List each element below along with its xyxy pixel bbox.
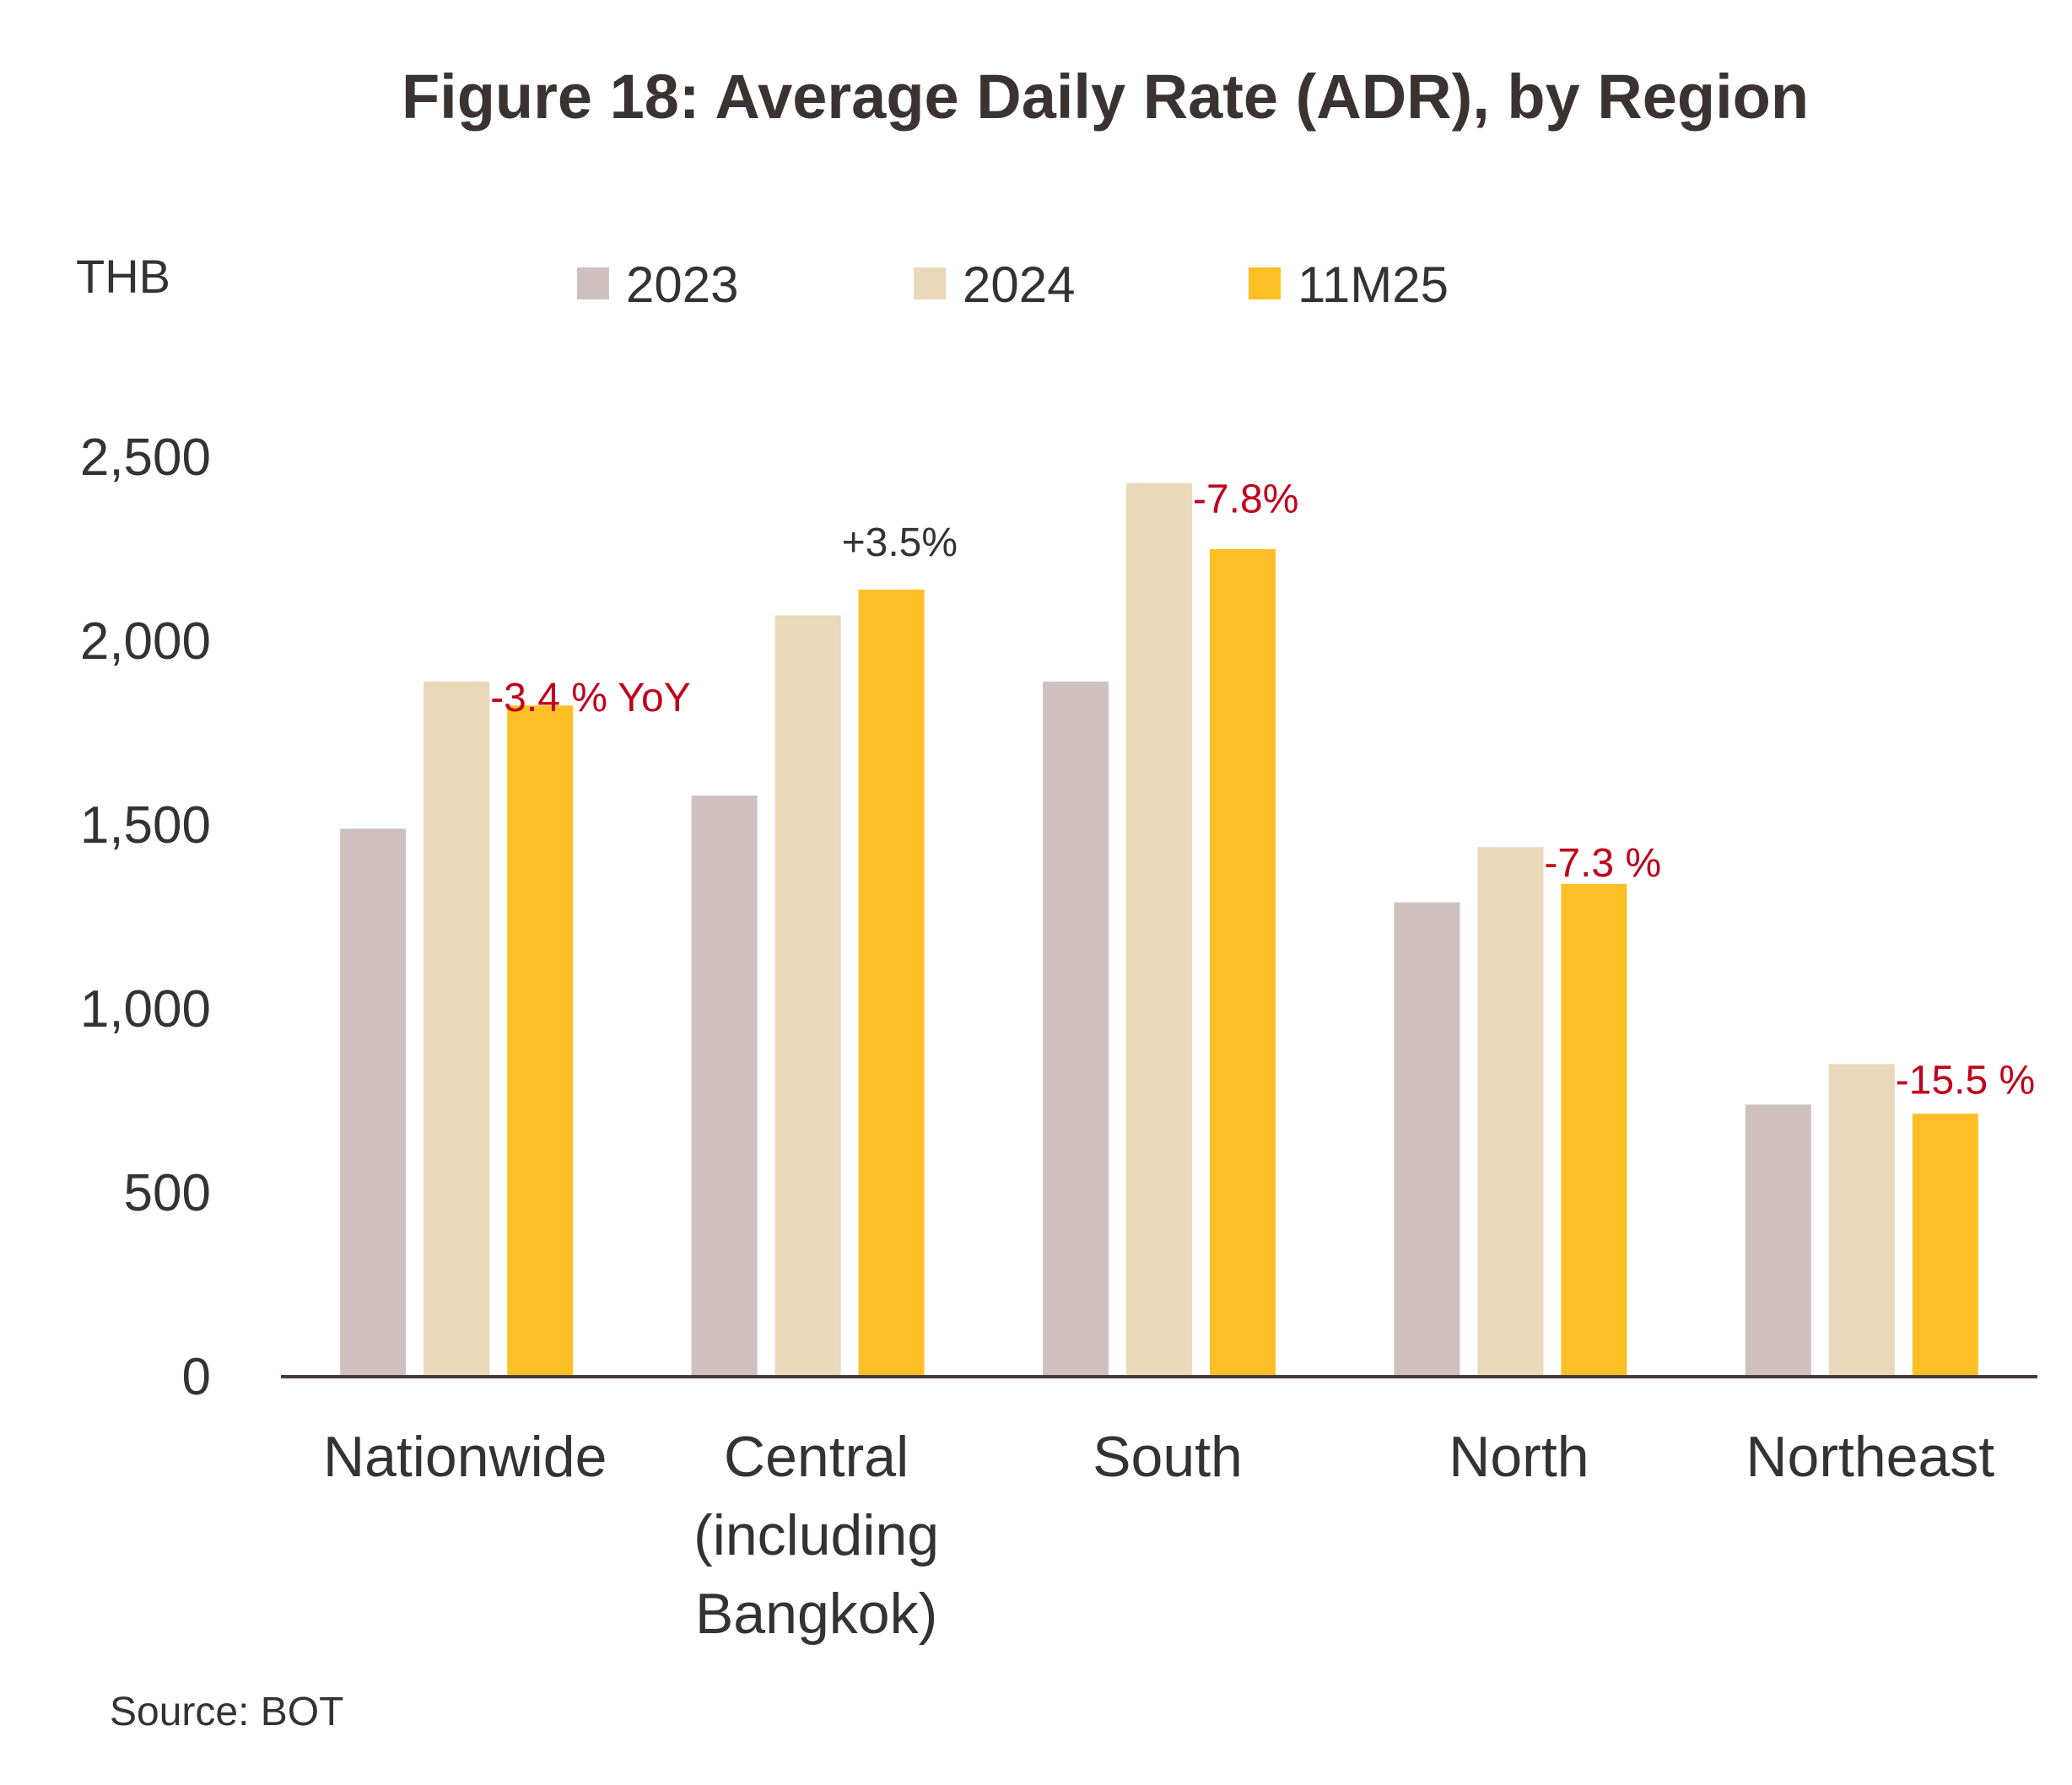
yoy-annotations: -3.4 % YoY +3.5% -7.8% -7.3 % -15.5 % — [490, 477, 2035, 1103]
bar-11m25-0 — [507, 705, 574, 1377]
bar-11m25-4 — [1912, 1114, 1978, 1377]
legend-swatch-2023 — [577, 267, 609, 299]
bars — [340, 483, 1978, 1377]
y-axis-unit-label: THB — [76, 250, 170, 303]
y-tick-label: 1,000 — [80, 980, 211, 1038]
y-tick-label: 2,000 — [80, 612, 211, 671]
annotation-4: -15.5 % — [1896, 1058, 2035, 1103]
y-tick-label: 1,500 — [80, 796, 211, 855]
category-label-1: Bangkok) — [695, 1582, 937, 1646]
bar-11m25-1 — [858, 589, 925, 1377]
y-tick-label: 2,500 — [80, 429, 211, 487]
source-note: Source: BOT — [110, 1690, 343, 1734]
chart-title: Figure 18: Average Daily Rate (ADR), by … — [402, 62, 1809, 132]
category-label-0: Nationwide — [323, 1425, 607, 1489]
bar-2024-0 — [424, 681, 490, 1377]
bar-2024-2 — [1126, 483, 1192, 1377]
annotation-1: +3.5% — [842, 520, 958, 565]
y-axis: 0 500 1,000 1,500 2,000 2,500 — [80, 429, 211, 1406]
legend-label-2024: 2024 — [963, 256, 1075, 313]
annotation-3: -7.3 % — [1544, 841, 1661, 886]
category-label-2: South — [1093, 1425, 1243, 1489]
bar-2023-3 — [1394, 902, 1460, 1377]
bar-2023-1 — [691, 795, 758, 1377]
annotation-0: -3.4 % YoY — [490, 676, 691, 720]
y-tick-label: 0 — [182, 1348, 211, 1406]
category-label-4: Northeast — [1746, 1425, 1994, 1489]
bar-2023-2 — [1043, 681, 1109, 1377]
category-label-1: (including — [693, 1503, 939, 1567]
annotation-2: -7.8% — [1193, 477, 1298, 522]
x-axis-categories: Nationwide Central (including Bangkok) South… — [323, 1425, 1994, 1646]
legend-swatch-2024 — [914, 267, 946, 299]
bar-11m25-3 — [1561, 883, 1627, 1377]
bar-2024-1 — [774, 615, 841, 1377]
legend-swatch-11m25 — [1249, 267, 1281, 299]
bar-11m25-2 — [1210, 549, 1276, 1377]
category-label-3: North — [1449, 1425, 1589, 1489]
category-label-1: Central — [724, 1425, 909, 1489]
legend-label-11m25: 11M25 — [1298, 256, 1449, 313]
bar-2024-3 — [1477, 847, 1544, 1377]
legend-label-2023: 2023 — [626, 256, 738, 313]
bar-2023-0 — [340, 828, 407, 1377]
bar-2023-4 — [1745, 1104, 1811, 1377]
bar-2024-4 — [1828, 1064, 1895, 1377]
y-tick-label: 500 — [124, 1164, 211, 1222]
legend: 2023 2024 11M25 — [577, 256, 1449, 313]
